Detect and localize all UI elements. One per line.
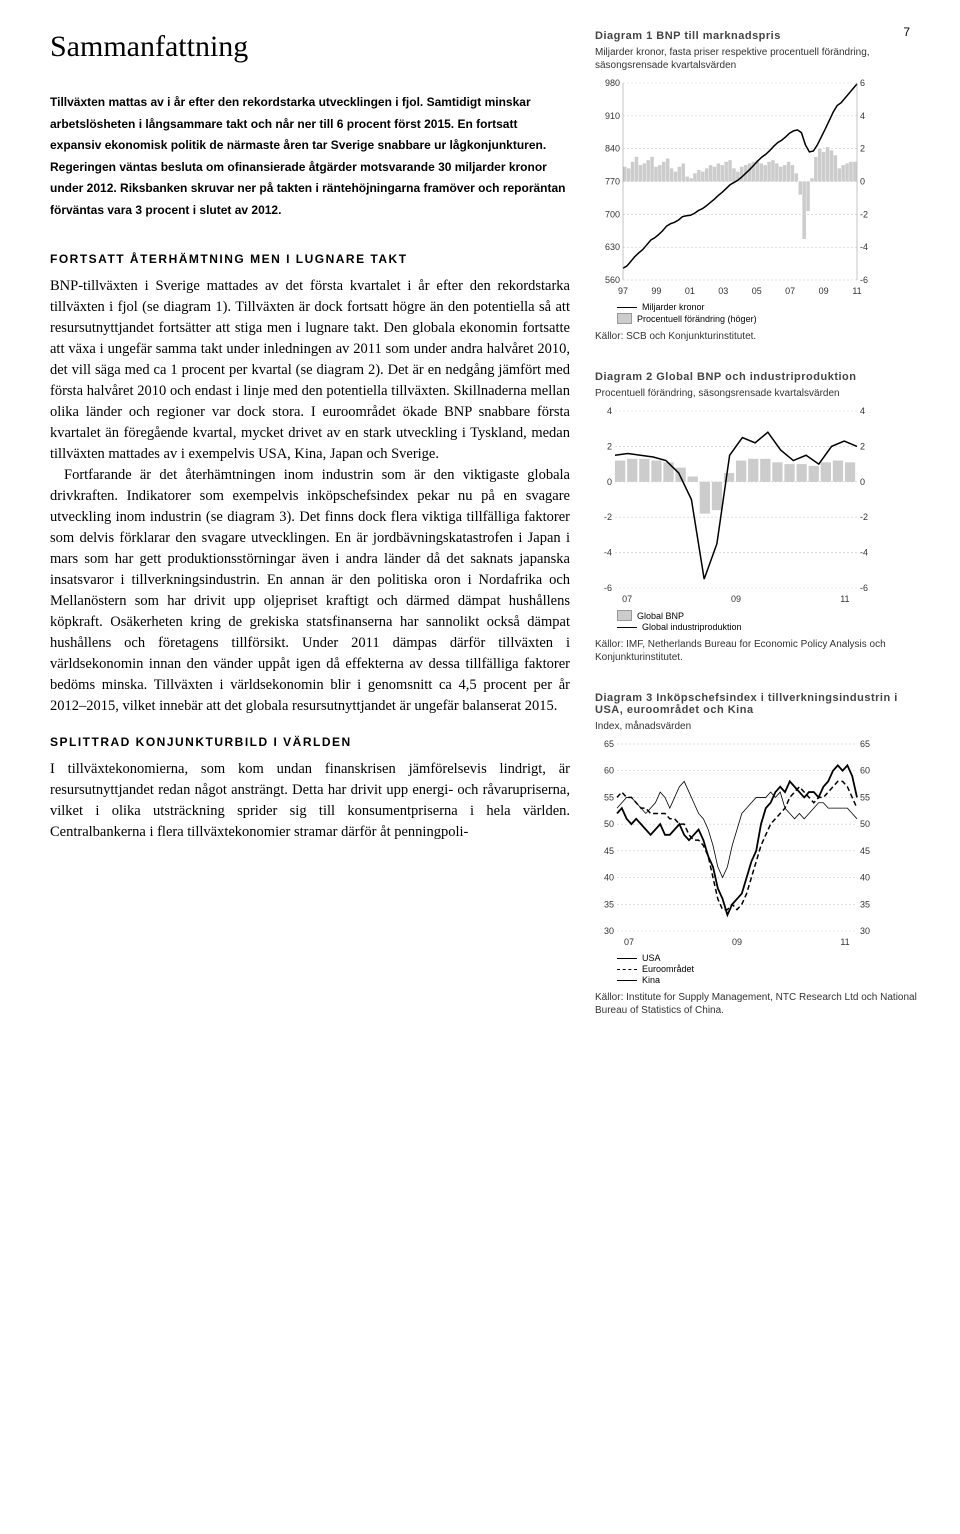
section2-heading: SPLITTRAD KONJUNKTURBILD I VÄRLDEN xyxy=(50,735,570,749)
diagram3-legend: USA Euroområdet Kina xyxy=(595,953,920,985)
svg-text:35: 35 xyxy=(860,899,870,909)
svg-text:4: 4 xyxy=(860,111,865,121)
svg-text:65: 65 xyxy=(604,739,614,749)
svg-text:30: 30 xyxy=(860,926,870,936)
svg-text:97: 97 xyxy=(618,286,628,296)
diagram3-chart: 65 65 60 60 55 55 50 50 45 45 40 40 35 35 30 30 07 09 11 xyxy=(595,739,875,949)
svg-text:840: 840 xyxy=(605,144,620,154)
svg-text:03: 03 xyxy=(718,286,728,296)
side-column: Diagram 1 BNP till marknadspris Miljarde… xyxy=(595,30,920,1045)
svg-text:40: 40 xyxy=(604,873,614,883)
svg-text:09: 09 xyxy=(819,286,829,296)
svg-text:65: 65 xyxy=(860,739,870,749)
diagram3-source: Källor: Institute for Supply Management,… xyxy=(595,991,920,1017)
diagram2-title: Diagram 2 Global BNP och industriprodukt… xyxy=(595,371,920,383)
svg-text:980: 980 xyxy=(605,78,620,88)
svg-text:35: 35 xyxy=(604,899,614,909)
svg-text:-4: -4 xyxy=(860,548,868,558)
svg-text:0: 0 xyxy=(860,477,865,487)
diagram3-title: Diagram 3 Inköpschefsindex i tillverknin… xyxy=(595,692,920,716)
svg-text:-6: -6 xyxy=(604,583,612,593)
diagram2-subtitle: Procentuell förändring, säsongsrensade k… xyxy=(595,387,920,400)
svg-text:60: 60 xyxy=(604,766,614,776)
svg-text:45: 45 xyxy=(860,846,870,856)
svg-text:4: 4 xyxy=(860,406,865,416)
svg-text:-2: -2 xyxy=(604,512,612,522)
section1-body: BNP-tillväxten i Sverige mattades av det… xyxy=(50,276,570,717)
diagram2-legend: Global BNP Global industriproduktion xyxy=(595,610,920,632)
main-column: Sammanfattning Tillväxten mattas av i år… xyxy=(50,30,570,1045)
section1-heading: FORTSATT ÅTERHÄMTNING MEN I LUGNARE TAKT xyxy=(50,252,570,266)
diagram1-title: Diagram 1 BNP till marknadspris xyxy=(595,30,920,42)
svg-text:45: 45 xyxy=(604,846,614,856)
svg-text:50: 50 xyxy=(604,819,614,829)
diagram-3: Diagram 3 Inköpschefsindex i tillverknin… xyxy=(595,692,920,1017)
svg-text:07: 07 xyxy=(622,594,632,604)
svg-text:05: 05 xyxy=(752,286,762,296)
svg-text:11: 11 xyxy=(852,286,861,296)
svg-text:-4: -4 xyxy=(860,242,868,252)
svg-text:60: 60 xyxy=(860,766,870,776)
diagram-1: Diagram 1 BNP till marknadspris Miljarde… xyxy=(595,30,920,343)
svg-text:2: 2 xyxy=(607,441,612,451)
diagram2-source: Källor: IMF, Netherlands Bureau for Econ… xyxy=(595,638,920,664)
svg-text:11: 11 xyxy=(840,937,849,947)
svg-text:11: 11 xyxy=(840,594,849,604)
svg-text:770: 770 xyxy=(605,177,620,187)
svg-text:01: 01 xyxy=(685,286,695,296)
svg-text:50: 50 xyxy=(860,819,870,829)
svg-text:2: 2 xyxy=(860,441,865,451)
svg-text:910: 910 xyxy=(605,111,620,121)
diagram2-chart: 4 4 2 2 0 0 -2 -2 -4 -4 -6 -6 07 09 11 xyxy=(595,406,875,606)
svg-text:07: 07 xyxy=(785,286,795,296)
svg-text:560: 560 xyxy=(605,275,620,285)
svg-text:30: 30 xyxy=(604,926,614,936)
section2-body: I tillväxtekonomierna, som kom undan fin… xyxy=(50,759,570,843)
page-container: Sammanfattning Tillväxten mattas av i år… xyxy=(0,0,960,1065)
svg-text:-2: -2 xyxy=(860,512,868,522)
diagram1-source: Källor: SCB och Konjunkturinstitutet. xyxy=(595,330,920,343)
svg-text:-4: -4 xyxy=(604,548,612,558)
diagram-2: Diagram 2 Global BNP och industriprodukt… xyxy=(595,371,920,664)
svg-text:09: 09 xyxy=(732,937,742,947)
svg-text:630: 630 xyxy=(605,242,620,252)
svg-text:-2: -2 xyxy=(860,209,868,219)
svg-text:40: 40 xyxy=(860,873,870,883)
lead-paragraph: Tillväxten mattas av i år efter den reko… xyxy=(50,92,570,222)
svg-text:0: 0 xyxy=(860,177,865,187)
svg-text:700: 700 xyxy=(605,209,620,219)
diagram1-legend: Miljarder kronor Procentuell förändring … xyxy=(595,302,920,324)
svg-text:55: 55 xyxy=(604,792,614,802)
diagram1-subtitle: Miljarder kronor, fasta priser respektiv… xyxy=(595,46,920,72)
page-title: Sammanfattning xyxy=(50,30,570,64)
svg-text:09: 09 xyxy=(731,594,741,604)
svg-text:55: 55 xyxy=(860,792,870,802)
svg-text:07: 07 xyxy=(624,937,634,947)
svg-text:2: 2 xyxy=(860,144,865,154)
svg-text:4: 4 xyxy=(607,406,612,416)
svg-text:6: 6 xyxy=(860,78,865,88)
svg-text:99: 99 xyxy=(651,286,661,296)
svg-text:0: 0 xyxy=(607,477,612,487)
diagram1-chart: 980 6 910 4 840 2 770 0 700 -2 630 -4 560 -6 97 99 01 03 0… xyxy=(595,78,875,298)
page-number: 7 xyxy=(903,25,910,39)
svg-text:-6: -6 xyxy=(860,583,868,593)
svg-text:-6: -6 xyxy=(860,275,868,285)
diagram3-subtitle: Index, månadsvärden xyxy=(595,720,920,733)
